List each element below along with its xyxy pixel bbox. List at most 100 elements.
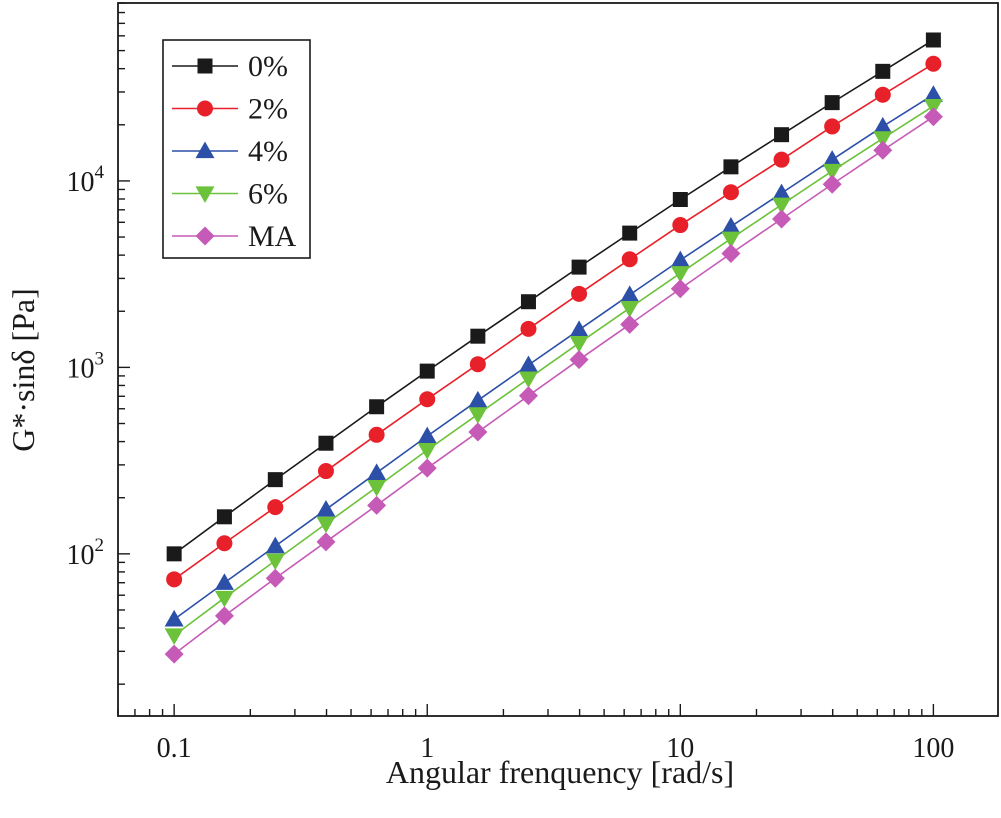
- series-ma-point: [721, 244, 741, 264]
- series-4pct-point: [518, 355, 538, 373]
- series-0pct-point: [723, 159, 739, 175]
- plot-border: [117, 2, 999, 717]
- legend-item-0pct-marker: [197, 58, 213, 74]
- series-ma: [164, 107, 943, 664]
- series-2pct-point: [317, 463, 334, 480]
- legend-item-4pct-label: 4%: [248, 135, 288, 168]
- legend-item-ma-label: MA: [248, 220, 297, 253]
- series-0pct-point: [571, 259, 587, 275]
- series-6pct-point: [822, 163, 842, 181]
- series-0pct-line: [173, 39, 934, 555]
- series-2pct-point: [672, 217, 689, 234]
- y-axis: 102 103 104: [67, 2, 130, 685]
- series-6pct-point: [265, 553, 285, 571]
- series-4pct-point: [417, 426, 437, 444]
- legend-box: [162, 39, 311, 259]
- series-2pct-point: [469, 356, 486, 373]
- series-ma-point: [367, 495, 387, 515]
- series-4pct-point: [569, 320, 589, 337]
- legend-item-0pct-label: 0%: [248, 50, 288, 83]
- series-0pct-point: [875, 63, 891, 79]
- x-tick-label: 0.1: [157, 733, 192, 764]
- legend-item-ma-marker: [195, 226, 215, 246]
- series-6pct-point: [367, 479, 387, 497]
- series-2pct-point: [722, 184, 739, 201]
- y-tick-label: 104: [67, 162, 105, 198]
- series-ma-point: [822, 174, 842, 194]
- legend-item-4pct-marker: [195, 141, 215, 159]
- series-6pct-line: [173, 105, 934, 637]
- y-tick-exponent: 2: [95, 535, 105, 556]
- series-ma-point: [214, 606, 234, 626]
- series-ma-point: [417, 458, 437, 478]
- series-2pct-point: [216, 535, 233, 552]
- x-tick-label: 10: [666, 733, 694, 764]
- series-0pct-point: [216, 509, 232, 525]
- series-layer: [164, 32, 943, 664]
- series-2pct-point: [925, 55, 942, 72]
- series-ma-point: [518, 386, 538, 406]
- legend-item-4pct: 4%: [172, 135, 288, 168]
- series-ma-point: [772, 209, 792, 229]
- series-0pct-point: [774, 127, 790, 143]
- series-ma-point: [265, 568, 285, 588]
- y-tick-label: 102: [67, 535, 105, 571]
- series-6pct-point: [873, 131, 893, 148]
- series-0pct-point: [520, 294, 536, 310]
- series-6pct-point: [468, 407, 488, 424]
- series-2pct-point: [773, 151, 790, 168]
- legend: 0% 2% 4% 6% MA: [162, 39, 311, 259]
- series-6pct-point: [670, 266, 690, 283]
- series-6pct-point: [518, 371, 538, 389]
- legend-item-2pct-marker: [197, 100, 213, 117]
- y-tick-exponent: 4: [95, 162, 105, 183]
- plot-frame: [117, 2, 999, 717]
- series-4pct-line: [173, 94, 934, 621]
- series-4pct-point: [468, 390, 488, 408]
- series-2pct-point: [166, 571, 183, 588]
- series-0pct-point: [419, 363, 435, 379]
- y-tick-exponent: 3: [95, 348, 105, 369]
- legend-item-2pct: 2%: [172, 93, 288, 126]
- series-ma-point: [873, 140, 893, 160]
- series-ma-point: [316, 532, 336, 552]
- legend-item-6pct-marker: [195, 186, 215, 203]
- series-ma-point: [923, 107, 943, 127]
- series-0pct-point: [267, 472, 283, 488]
- series-4pct-point: [721, 216, 741, 234]
- series-4pct-point: [822, 150, 842, 167]
- series-ma-point: [164, 644, 184, 664]
- series-ma-line: [173, 116, 934, 655]
- series-ma-point: [569, 350, 589, 370]
- x-tick-label: 100: [912, 733, 954, 764]
- series-4pct-point: [367, 463, 387, 480]
- series-4pct-point: [772, 183, 792, 201]
- series-4pct-point: [265, 536, 285, 554]
- series-2pct-point: [874, 86, 891, 103]
- series-4pct-point: [873, 116, 893, 134]
- series-ma-point: [620, 314, 640, 334]
- series-4pct: [164, 85, 943, 627]
- series-6pct-point: [214, 590, 234, 608]
- series-6pct-point: [164, 628, 184, 645]
- series-2pct-point: [571, 285, 588, 302]
- series-4pct-point: [164, 609, 184, 627]
- series-2pct: [166, 55, 942, 588]
- x-axis: 0.1 1 10 100: [117, 704, 954, 764]
- series-0pct-point: [824, 95, 840, 111]
- legend-item-0pct: 0%: [172, 50, 288, 83]
- series-0pct-point: [369, 399, 385, 415]
- x-tick-label: 1: [420, 733, 434, 764]
- legend-item-2pct-label: 2%: [248, 93, 288, 126]
- series-4pct-point: [620, 285, 640, 302]
- series-0pct-point: [925, 32, 941, 48]
- series-4pct-point: [214, 573, 234, 590]
- series-6pct-point: [316, 516, 336, 534]
- series-0pct-point: [622, 225, 638, 241]
- legend-item-ma: MA: [172, 220, 297, 253]
- series-ma-point: [670, 279, 690, 299]
- legend-item-6pct-label: 6%: [248, 178, 288, 211]
- series-2pct-line: [173, 63, 934, 580]
- series-4pct-point: [316, 499, 336, 517]
